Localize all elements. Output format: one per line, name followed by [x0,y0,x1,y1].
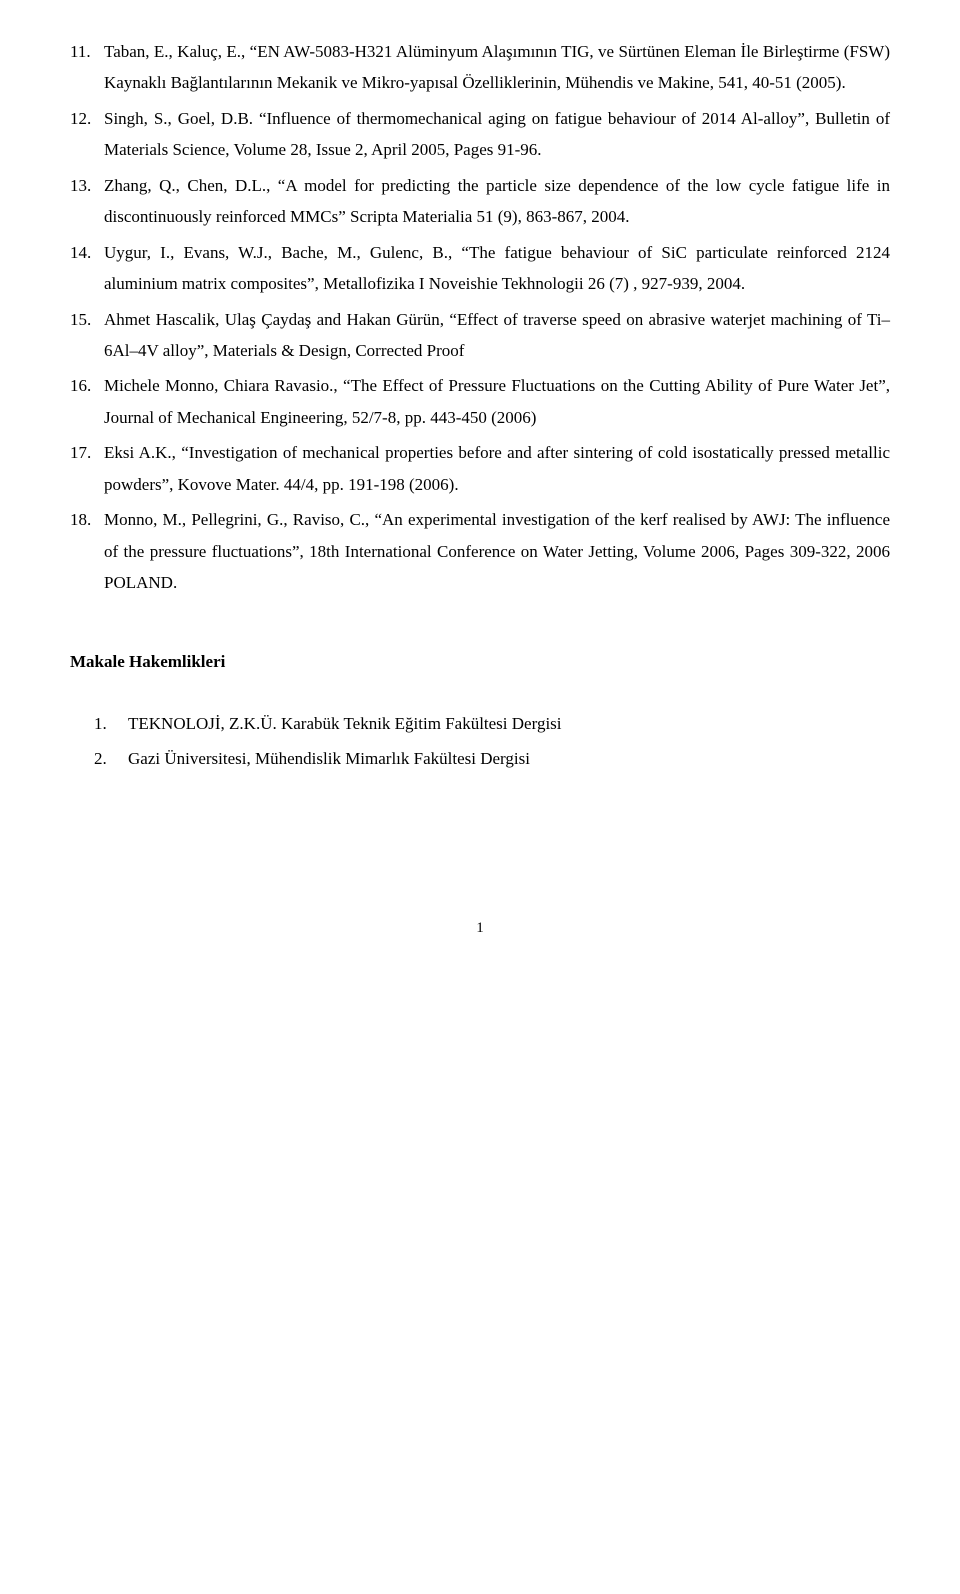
reference-number: 12. [70,103,100,134]
reference-text: Uygur, I., Evans, W.J., Bache, M., Gulen… [104,243,890,293]
section-title: Makale Hakemlikleri [70,646,890,677]
reference-text: Eksi A.K., “Investigation of mechanical … [104,443,890,493]
reference-text: Taban, E., Kaluç, E., “EN AW-5083-H321 A… [104,42,890,92]
reference-text: Monno, M., Pellegrini, G., Raviso, C., “… [104,510,890,592]
reference-number: 14. [70,237,100,268]
reference-text: Ahmet Hascalik, Ulaş Çaydaş and Hakan Gü… [104,310,890,360]
reference-number: 17. [70,437,100,468]
reference-number: 13. [70,170,100,201]
reference-number: 16. [70,370,100,401]
reference-number: 15. [70,304,100,335]
reference-text: Singh, S., Goel, D.B. “Influence of ther… [104,109,890,159]
makale-item: 2. Gazi Üniversitesi, Mühendislik Mimarlı… [94,743,890,774]
reference-item: 18.Monno, M., Pellegrini, G., Raviso, C.… [70,504,890,598]
reference-item: 14.Uygur, I., Evans, W.J., Bache, M., Gu… [70,237,890,300]
reference-item: 11.Taban, E., Kaluç, E., “EN AW-5083-H32… [70,36,890,99]
makale-text: Gazi Üniversitesi, Mühendislik Mimarlık … [128,749,530,768]
reference-text: Michele Monno, Chiara Ravasio., “The Eff… [104,376,890,426]
reference-number: 18. [70,504,100,535]
reference-text: Zhang, Q., Chen, D.L., “A model for pred… [104,176,890,226]
reference-item: 16.Michele Monno, Chiara Ravasio., “The … [70,370,890,433]
reference-item: 15.Ahmet Hascalik, Ulaş Çaydaş and Hakan… [70,304,890,367]
reference-item: 13.Zhang, Q., Chen, D.L., “A model for p… [70,170,890,233]
makale-list: 1. TEKNOLOJİ, Z.K.Ü. Karabük Teknik Eğiti… [94,708,890,775]
makale-text: TEKNOLOJİ, Z.K.Ü. Karabük Teknik Eğitim … [128,714,562,733]
page-number: 1 [70,915,890,943]
makale-number: 1. [94,708,107,739]
makale-number: 2. [94,743,107,774]
references-list: 11.Taban, E., Kaluç, E., “EN AW-5083-H32… [70,36,890,598]
reference-number: 11. [70,36,100,67]
reference-item: 12.Singh, S., Goel, D.B. “Influence of t… [70,103,890,166]
makale-item: 1. TEKNOLOJİ, Z.K.Ü. Karabük Teknik Eğiti… [94,708,890,739]
reference-item: 17.Eksi A.K., “Investigation of mechanic… [70,437,890,500]
